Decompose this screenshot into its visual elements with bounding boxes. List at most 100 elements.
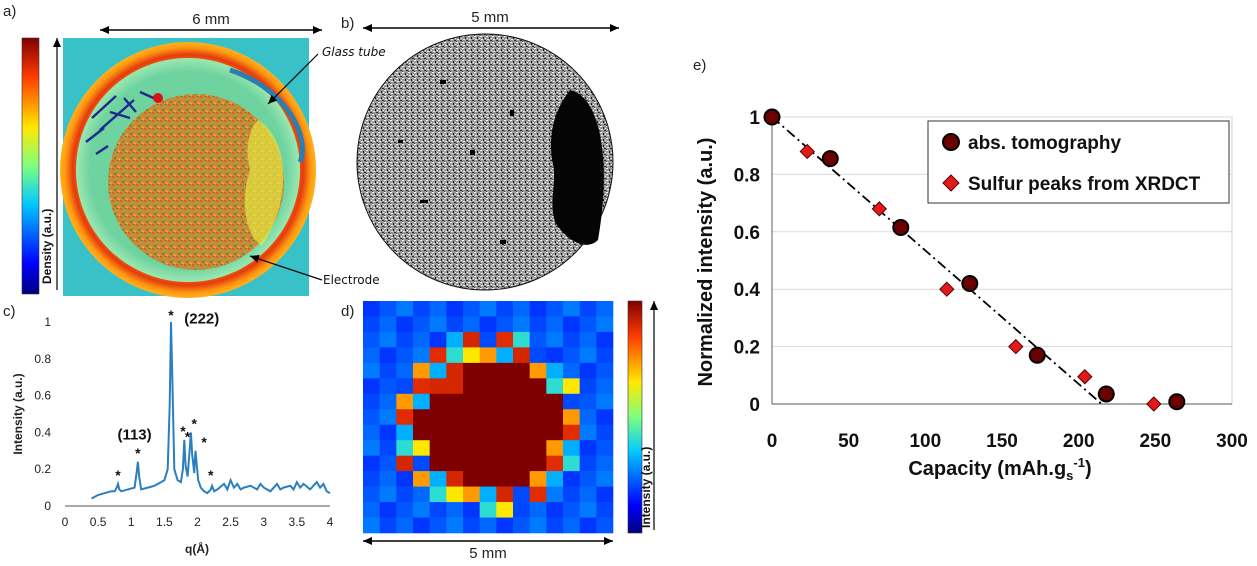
xrdct-sulfur-point xyxy=(1077,369,1093,385)
peak-star-marker: * xyxy=(185,428,191,444)
heatmap-pixel xyxy=(463,362,480,379)
heatmap-pixel xyxy=(363,424,380,441)
heatmap-pixel xyxy=(529,378,547,395)
panel-b-label: b) xyxy=(341,15,354,32)
heatmap-pixel xyxy=(463,424,480,441)
heatmap-pixel xyxy=(429,502,447,518)
heatmap-pixel xyxy=(413,440,430,456)
heatmap-pixel xyxy=(429,440,447,456)
peak-star-marker: * xyxy=(191,416,197,432)
heatmap-pixel xyxy=(546,378,564,395)
heatmap-pixel xyxy=(513,424,530,441)
heatmap-pixel xyxy=(363,455,380,472)
heatmap-pixel xyxy=(429,393,447,410)
heatmap-pixel xyxy=(396,455,414,472)
heatmap-pixel xyxy=(529,455,547,472)
heatmap-pixel xyxy=(363,393,380,410)
panel-e-x-tick: 200 xyxy=(1063,431,1095,452)
panel-d-scale-label: 5 mm xyxy=(469,545,507,561)
heatmap-pixel xyxy=(496,440,514,456)
heatmap-pixel xyxy=(546,316,564,333)
panel-e-y-tick: 0.8 xyxy=(734,165,760,186)
panel-c-x-tick: 0.5 xyxy=(90,515,107,529)
heatmap-pixel xyxy=(546,424,564,441)
heatmap-pixel xyxy=(446,424,464,441)
heatmap-pixel xyxy=(579,424,597,441)
panel-e: e) 0 0.2 0.4 0.6 0.8 1 0 50 100 150 200 250 300 abs.… xyxy=(693,57,1248,483)
heatmap-pixel xyxy=(513,316,530,333)
panel-c-y-tick: 0.2 xyxy=(34,462,51,476)
heatmap-pixel xyxy=(479,409,497,426)
heatmap-pixel xyxy=(529,331,547,348)
heatmap-pixel xyxy=(513,301,530,317)
heatmap-pixel xyxy=(496,502,514,518)
heatmap-pixel xyxy=(379,455,397,472)
heatmap-pixel xyxy=(429,424,447,441)
peak-index-label: (222) xyxy=(184,310,219,327)
heatmap-pixel xyxy=(413,471,430,487)
panel-c-x-tick: 2 xyxy=(194,515,201,529)
heatmap-pixel xyxy=(596,486,614,503)
heatmap-pixel xyxy=(496,486,514,503)
heatmap-pixel xyxy=(413,517,430,534)
panel-b-tomography-slice xyxy=(356,33,614,291)
heatmap-pixel xyxy=(596,502,614,518)
heatmap-pixel xyxy=(563,362,580,379)
heatmap-pixel xyxy=(446,393,464,410)
legend-xrdct-label: Sulfur peaks from XRDCT xyxy=(968,174,1201,195)
panel-e-x-tick: 0 xyxy=(767,431,778,452)
panel-d-label: d) xyxy=(341,303,354,320)
panel-c-x-tick: 3 xyxy=(260,515,267,529)
heatmap-pixel xyxy=(579,455,597,472)
xrdct-sulfur-point xyxy=(799,143,815,160)
heatmap-pixel xyxy=(396,378,414,395)
xrdct-sulfur-point xyxy=(871,201,888,217)
heatmap-pixel xyxy=(546,486,564,503)
heatmap-pixel xyxy=(546,409,564,426)
heatmap-pixel xyxy=(379,378,397,395)
panel-d: d) Intensity (a.u.) 5 mm xyxy=(341,300,658,562)
panel-e-y-tick: 0.4 xyxy=(734,280,761,301)
heatmap-pixel xyxy=(596,517,614,534)
heatmap-pixel xyxy=(446,471,464,487)
heatmap-pixel xyxy=(546,517,564,534)
heatmap-pixel xyxy=(429,347,447,364)
electrode-yellow-region xyxy=(244,120,284,246)
heatmap-pixel xyxy=(446,455,464,472)
heatmap-pixel xyxy=(379,409,397,426)
heatmap-pixel xyxy=(363,502,380,518)
panel-b: b) 5 mm xyxy=(341,9,619,291)
heatmap-pixel xyxy=(579,471,597,487)
heatmap-pixel xyxy=(429,378,447,395)
heatmap-pixel xyxy=(529,316,547,333)
heatmap-pixel xyxy=(479,331,497,348)
abs-tomography-point xyxy=(961,274,979,292)
heatmap-pixel xyxy=(563,486,580,503)
heatmap-pixel xyxy=(513,393,530,410)
peak-star-marker: * xyxy=(135,445,141,461)
panel-c-y-tick: 1 xyxy=(44,315,51,329)
heatmap-pixel xyxy=(413,393,430,410)
panel-c-x-tick: 1 xyxy=(128,515,135,529)
heatmap-pixel xyxy=(379,486,397,503)
heatmap-pixel xyxy=(379,316,397,333)
panel-c-y-tick: 0.6 xyxy=(34,389,51,403)
heatmap-pixel xyxy=(513,471,530,487)
heatmap-pixel xyxy=(546,301,564,317)
legend-xrdct-marker xyxy=(942,174,960,192)
panel-a-label: a) xyxy=(3,3,16,20)
heatmap-pixel xyxy=(563,455,580,472)
heatmap-pixel xyxy=(496,455,514,472)
panel-e-y-tick: 0 xyxy=(749,395,760,416)
heatmap-pixel xyxy=(546,502,564,518)
heatmap-pixel xyxy=(479,347,497,364)
panel-c-xlabel: q(Å) xyxy=(185,541,209,556)
heatmap-pixel xyxy=(529,440,547,456)
panel-e-x-tick: 100 xyxy=(909,431,941,452)
heatmap-pixel xyxy=(463,347,480,364)
heatmap-pixel xyxy=(563,440,580,456)
panel-e-points xyxy=(763,108,1186,412)
heatmap-pixel xyxy=(529,362,547,379)
heatmap-pixel xyxy=(563,471,580,487)
abs-tomography-point xyxy=(763,108,781,126)
